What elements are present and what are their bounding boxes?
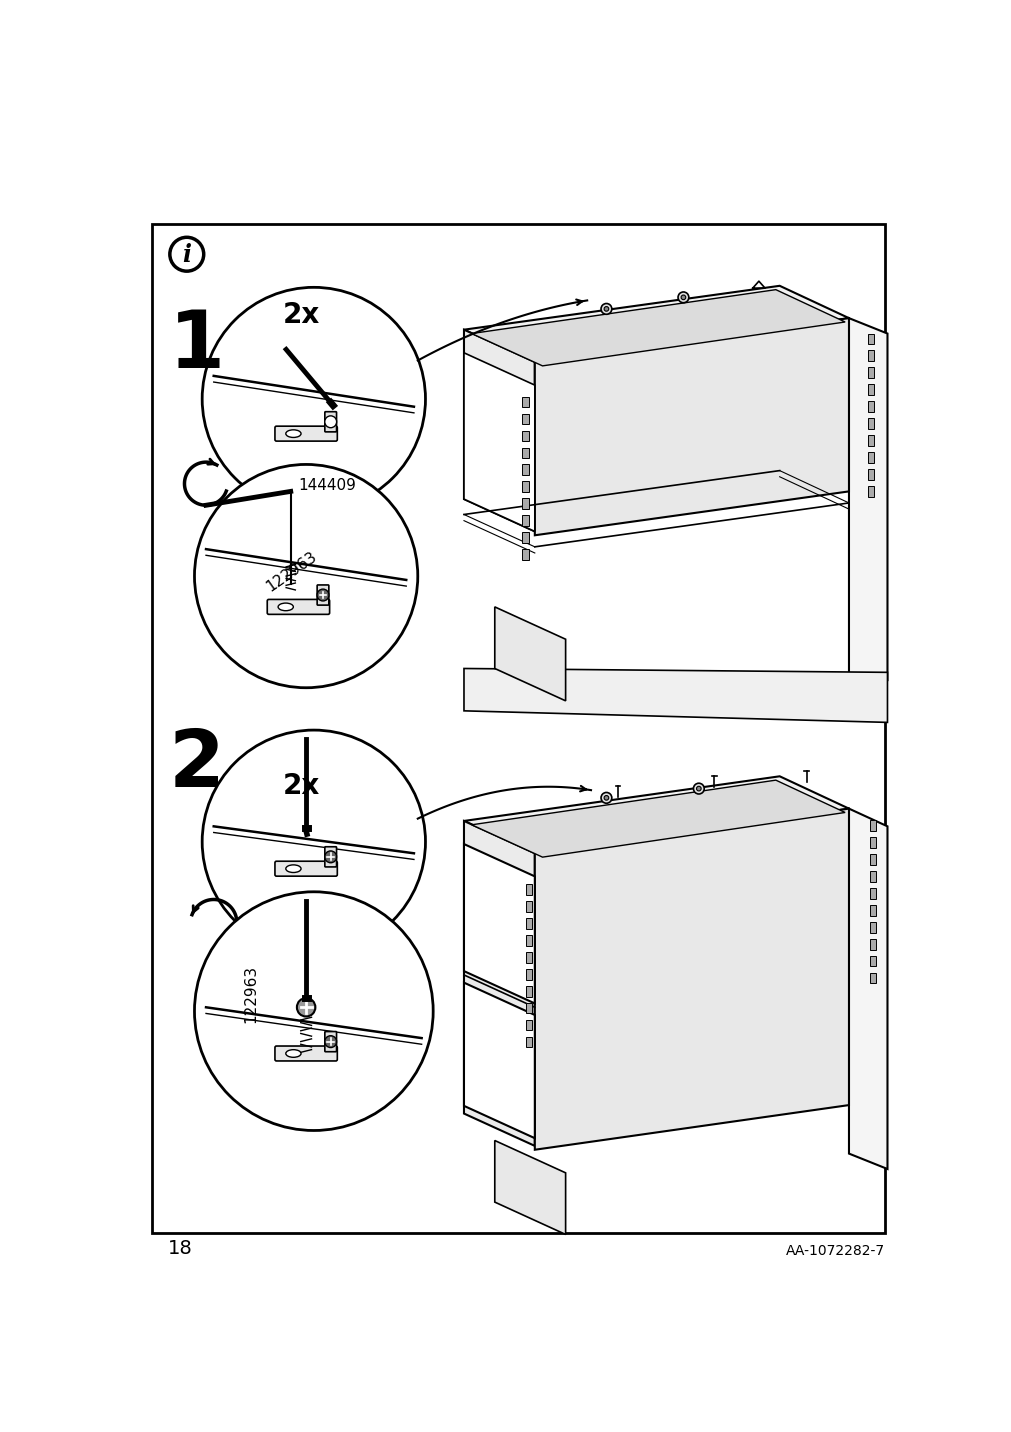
Bar [867, 368, 874, 378]
Bar [525, 952, 531, 962]
Bar [868, 853, 876, 865]
FancyBboxPatch shape [316, 584, 329, 606]
Bar [525, 935, 531, 945]
Bar [522, 447, 528, 458]
Bar [522, 431, 528, 441]
Ellipse shape [285, 430, 300, 437]
Bar [867, 485, 874, 497]
Polygon shape [494, 1140, 565, 1234]
Text: AA-1072282-7: AA-1072282-7 [786, 1243, 885, 1257]
Circle shape [696, 786, 701, 790]
Text: 122963: 122963 [264, 548, 319, 594]
Bar [522, 481, 528, 493]
Circle shape [194, 464, 418, 687]
Text: 122963: 122963 [243, 965, 258, 1022]
FancyBboxPatch shape [267, 600, 330, 614]
FancyBboxPatch shape [325, 1031, 337, 1051]
Bar [522, 414, 528, 424]
Bar [525, 1037, 531, 1047]
Polygon shape [463, 776, 848, 853]
Bar [867, 453, 874, 463]
Bar [525, 1002, 531, 1014]
Ellipse shape [278, 603, 293, 610]
Circle shape [194, 892, 433, 1130]
Text: 144409: 144409 [298, 478, 356, 493]
Bar [525, 918, 531, 929]
Polygon shape [463, 329, 534, 531]
Polygon shape [463, 821, 534, 1146]
Text: 2: 2 [169, 726, 224, 805]
Bar [868, 821, 876, 831]
Bar [522, 397, 528, 408]
Circle shape [316, 589, 329, 601]
Bar [525, 884, 531, 895]
Polygon shape [471, 289, 844, 367]
Polygon shape [463, 982, 534, 1138]
Bar [868, 922, 876, 932]
Bar [867, 435, 874, 445]
Bar [868, 939, 876, 949]
Text: 2x: 2x [283, 772, 319, 800]
Bar [868, 838, 876, 848]
Circle shape [677, 292, 688, 302]
Polygon shape [463, 352, 534, 531]
Bar [522, 464, 528, 475]
Bar [522, 498, 528, 510]
Circle shape [325, 1035, 337, 1048]
Circle shape [604, 306, 609, 311]
Ellipse shape [285, 865, 300, 872]
FancyBboxPatch shape [152, 225, 885, 1233]
Bar [868, 871, 876, 882]
Circle shape [202, 730, 425, 954]
Bar [867, 418, 874, 430]
Bar [525, 985, 531, 997]
Circle shape [604, 796, 609, 800]
Polygon shape [471, 780, 844, 858]
Circle shape [601, 304, 612, 314]
Bar [867, 351, 874, 361]
Bar [522, 516, 528, 526]
Circle shape [325, 415, 337, 428]
FancyBboxPatch shape [325, 411, 337, 432]
FancyBboxPatch shape [325, 846, 337, 866]
Bar [525, 901, 531, 912]
Circle shape [680, 295, 685, 299]
Polygon shape [463, 286, 848, 362]
Bar [868, 905, 876, 915]
FancyBboxPatch shape [275, 427, 337, 441]
FancyBboxPatch shape [275, 861, 337, 876]
Bar [867, 401, 874, 412]
Bar [867, 334, 874, 344]
Circle shape [202, 288, 425, 511]
Polygon shape [848, 809, 887, 1169]
Polygon shape [494, 607, 565, 700]
Bar [522, 548, 528, 560]
Bar [525, 1020, 531, 1031]
Polygon shape [534, 809, 848, 1150]
Circle shape [170, 238, 203, 271]
FancyBboxPatch shape [275, 1045, 337, 1061]
Polygon shape [848, 318, 887, 680]
Bar [522, 533, 528, 543]
Bar [867, 470, 874, 480]
Text: i: i [182, 243, 191, 266]
Polygon shape [463, 669, 887, 722]
Circle shape [296, 998, 315, 1017]
Bar [867, 384, 874, 395]
Text: 1: 1 [169, 306, 224, 385]
Polygon shape [534, 318, 848, 536]
Circle shape [601, 792, 612, 803]
Bar [868, 955, 876, 967]
Bar [525, 969, 531, 979]
Ellipse shape [285, 1050, 300, 1057]
Text: 2x: 2x [283, 301, 319, 329]
Text: 18: 18 [168, 1239, 192, 1257]
Polygon shape [463, 843, 534, 1004]
Circle shape [693, 783, 704, 793]
Bar [868, 888, 876, 899]
Bar [868, 972, 876, 984]
Circle shape [325, 851, 337, 862]
